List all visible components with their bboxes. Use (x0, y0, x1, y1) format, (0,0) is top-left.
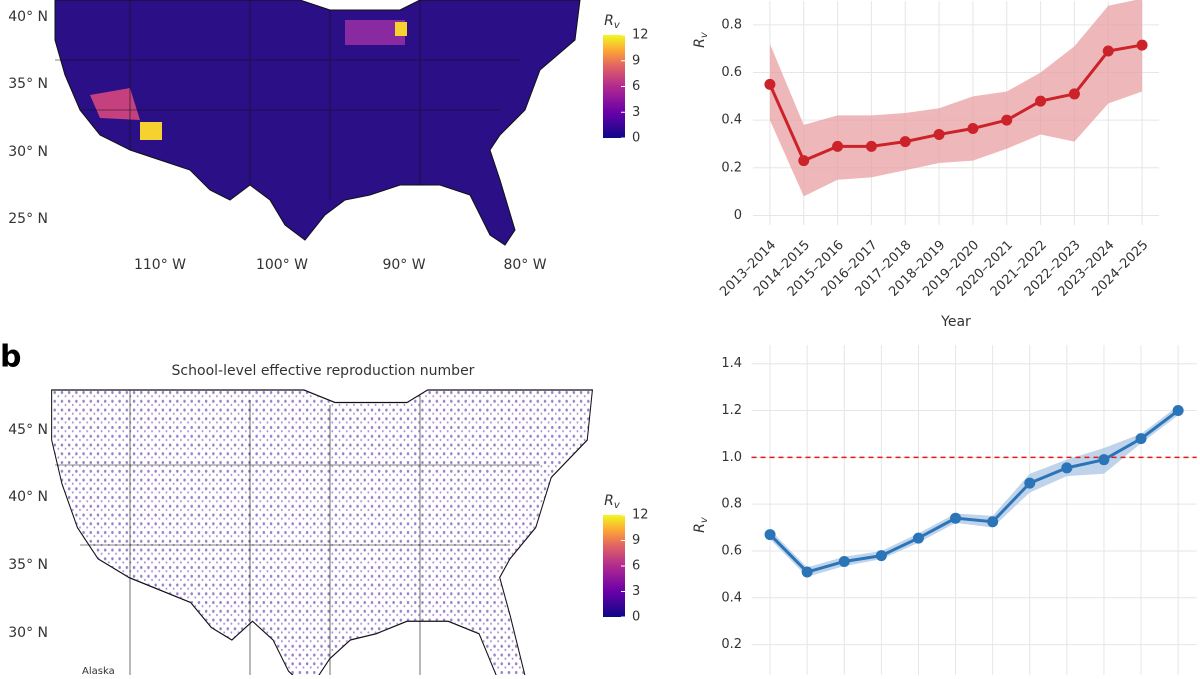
label-sub: v (699, 31, 710, 38)
point (865, 140, 877, 152)
y-tick-label: 0.6 (721, 65, 742, 80)
colorbar-tick-label: 9 (632, 53, 640, 68)
lon-label: 80° W (503, 257, 546, 273)
y-tick-label: 0.6 (721, 543, 742, 558)
confidence-band (769, 0, 1143, 197)
axis-label: Rv (692, 31, 710, 48)
y-tick-label: 1.2 (721, 403, 742, 418)
axis-label: Rv (604, 493, 621, 511)
colorbar-tick-label: 9 (632, 533, 640, 548)
lat-label: 35° N (8, 76, 48, 92)
line (768, 43, 1143, 163)
y-tick-label: 0.8 (721, 17, 742, 32)
point (899, 136, 911, 148)
label-main: R (604, 13, 614, 29)
point (1024, 477, 1036, 489)
x-axis-label: Year (940, 314, 971, 330)
point (1135, 433, 1147, 445)
y-tick-label: 0.4 (721, 590, 742, 605)
map-region (140, 122, 162, 140)
line (768, 409, 1180, 574)
point (801, 566, 813, 578)
label-main: R (692, 38, 708, 48)
lat-label: 40° N (8, 9, 48, 25)
label-main: R (604, 493, 614, 509)
colorbar-tick-label: 0 (632, 131, 640, 146)
point (838, 555, 850, 567)
lat-label: 35° N (8, 557, 48, 573)
point (967, 122, 979, 134)
label-main: R (692, 523, 708, 533)
panel-label: b (0, 340, 21, 375)
point (832, 140, 844, 152)
colorbar (603, 35, 625, 138)
lon-label: 100° W (256, 257, 308, 273)
label-sub: v (614, 500, 621, 511)
label-sub: v (699, 516, 710, 523)
lon-label: 110° W (134, 257, 186, 273)
point (875, 550, 887, 562)
point (1098, 454, 1110, 466)
lat-label: 45° N (8, 422, 48, 438)
colorbar-tick-label: 3 (632, 584, 640, 599)
line-chart: 2013–20142014–20152015–20162016–20172017… (717, 0, 1159, 330)
map-region (90, 88, 140, 120)
point (1136, 39, 1148, 51)
point (1068, 88, 1080, 100)
axis-label: Rv (692, 516, 710, 533)
label-sub: v (614, 20, 621, 31)
y-tick-label: 0.2 (721, 637, 742, 652)
y-tick-label: 1.4 (721, 356, 742, 371)
colorbar-tick-label: 3 (632, 105, 640, 120)
point (1001, 114, 1013, 126)
lat-label: 30° N (8, 625, 48, 641)
colorbar-tick-label: 12 (632, 28, 649, 43)
map-a (54, 0, 581, 246)
line-chart: 0.2 0.4 0.6 0.8 1.0 1.2 1.4 (721, 345, 1197, 675)
lat-label: 40° N (8, 489, 48, 505)
point (912, 532, 924, 544)
map-region (395, 22, 407, 36)
map-title: School-level effective reproduction numb… (172, 363, 475, 379)
y-tick-label: 0.4 (721, 113, 742, 128)
colorbar-tick-label: 6 (632, 559, 640, 574)
y-tick-label: 0.8 (721, 497, 742, 512)
point (764, 529, 776, 541)
point (987, 516, 999, 528)
point (764, 78, 776, 90)
lat-label: 25° N (8, 211, 48, 227)
point (933, 128, 945, 140)
map-b: b School-level effective reproduction nu… (0, 340, 594, 679)
inset-label: Alaska (82, 666, 115, 675)
lat-label: 30° N (8, 144, 48, 160)
colorbar (603, 515, 625, 617)
y-tick-label: 1.0 (721, 450, 742, 465)
point (1172, 405, 1184, 417)
point (1102, 45, 1114, 57)
point (950, 512, 962, 524)
colorbar-tick-label: 0 (632, 610, 640, 625)
axis-label: Rv (604, 13, 621, 31)
point (1061, 462, 1073, 474)
point (798, 155, 810, 167)
y-tick-label: 0 (734, 208, 742, 223)
colorbar-tick-label: 6 (632, 79, 640, 94)
point (1035, 95, 1047, 107)
y-tick-label: 0.2 (721, 160, 742, 175)
colorbar-tick-label: 12 (632, 508, 649, 523)
lon-label: 90° W (382, 257, 425, 273)
